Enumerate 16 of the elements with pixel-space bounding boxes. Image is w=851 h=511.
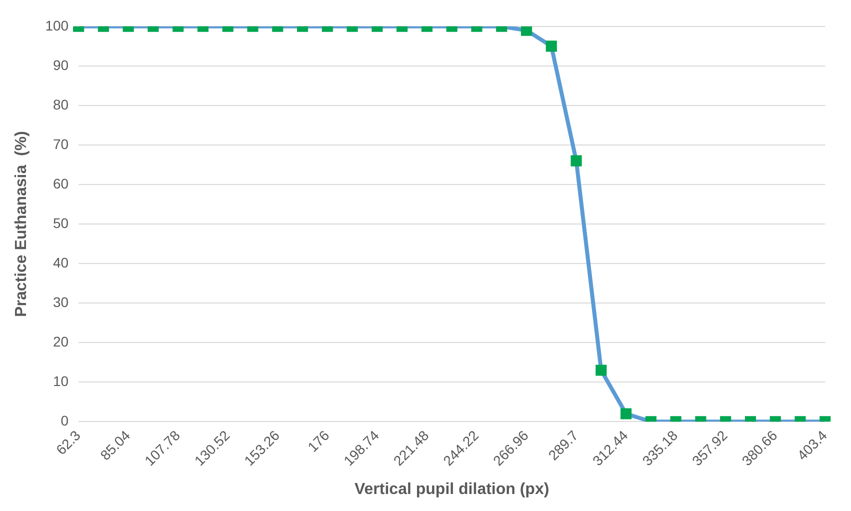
y-tick-label: 60 — [52, 175, 69, 192]
y-axis-title: Practice Euthanasia (%) — [13, 131, 30, 317]
y-tick-label: 30 — [52, 294, 69, 310]
y-tick-label: 40 — [52, 254, 69, 270]
x-tick-label: 62.3 — [52, 426, 84, 458]
y-tick-label: 0 — [60, 412, 69, 428]
y-tick-label: 10 — [52, 372, 69, 389]
x-axis-title: Vertical pupil dilation (px) — [354, 480, 550, 498]
y-tick-label: 80 — [52, 96, 69, 112]
y-tick-label: 50 — [52, 214, 69, 231]
x-tick-label: 176 — [304, 426, 332, 455]
y-tick-label: 70 — [52, 136, 69, 152]
y-tick-label: 100 — [45, 17, 69, 34]
point — [570, 155, 582, 166]
y-tick-label: 20 — [52, 333, 69, 350]
y-tick-label: 90 — [52, 56, 69, 73]
